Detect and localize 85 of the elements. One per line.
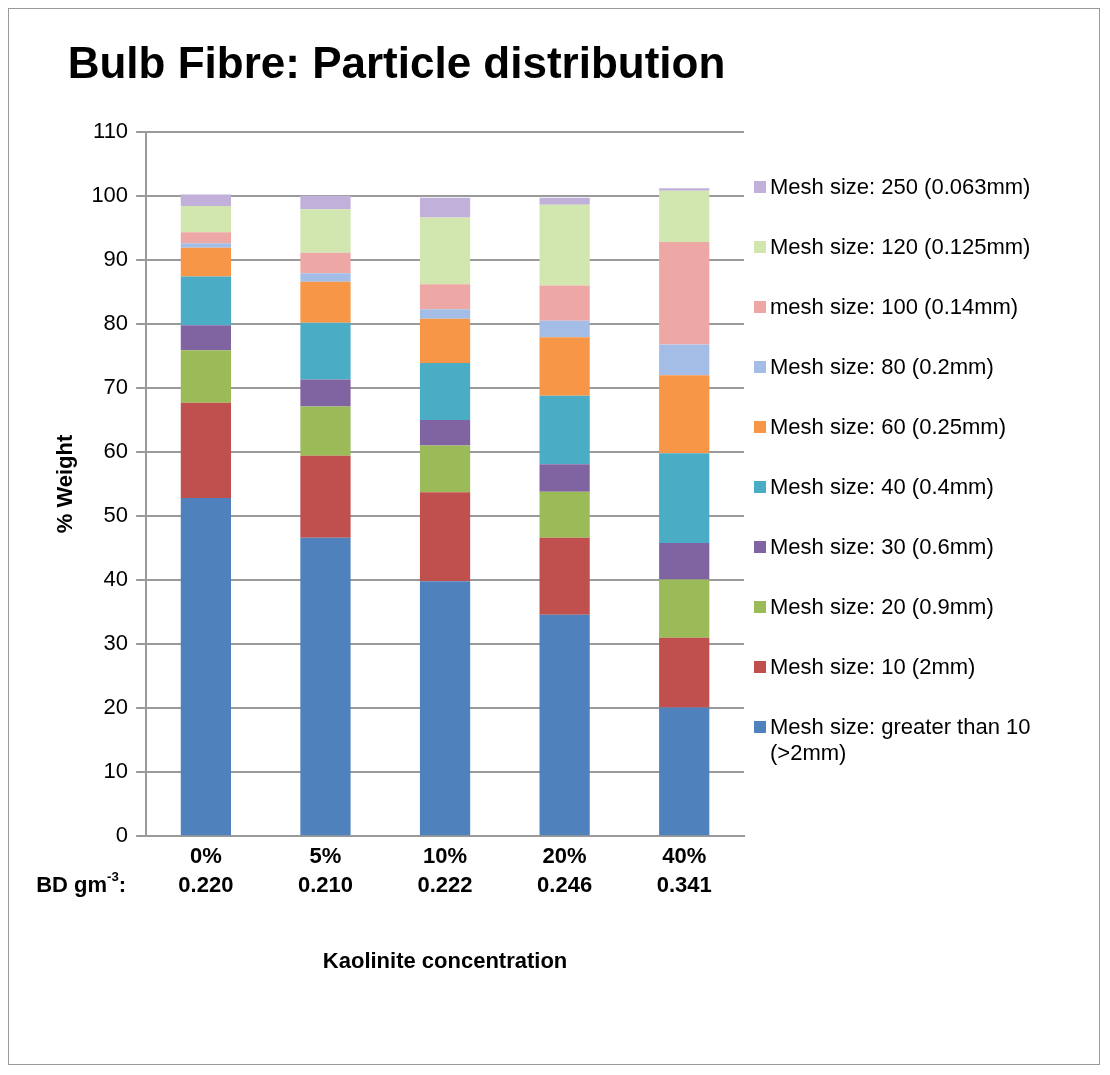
bar <box>180 276 232 326</box>
x-tick-label: 40% <box>662 843 707 869</box>
bar <box>659 579 710 638</box>
text: 0.220 <box>178 872 234 898</box>
y-tick-label: 40 <box>103 566 129 592</box>
bar <box>300 209 351 253</box>
bar <box>300 322 351 380</box>
bar <box>419 419 471 446</box>
bar <box>300 273 351 282</box>
bar <box>539 320 590 338</box>
y-tick-label: 60 <box>103 438 129 464</box>
text: 0.341 <box>656 872 712 898</box>
legend-label: Mesh size: 30 (0.6mm) <box>770 534 995 560</box>
legend-label: Mesh size: 20 (0.9mm) <box>770 594 995 620</box>
y-tick-label: 0 <box>115 822 129 848</box>
bar <box>539 285 590 321</box>
bar <box>300 406 351 456</box>
bar <box>539 614 590 836</box>
bar <box>419 581 471 836</box>
bar <box>180 350 232 403</box>
text: 0.246 <box>537 872 593 898</box>
y-tick-label: 110 <box>93 117 129 143</box>
bar <box>539 537 590 615</box>
x-tick-label: 20% <box>542 843 587 869</box>
y-tick-label: 50 <box>103 502 129 528</box>
x-tick-label: 10% <box>423 843 468 869</box>
y-tick-label: 20 <box>103 694 129 720</box>
bar <box>419 362 471 420</box>
legend-label: Mesh size: 120 (0.125mm) <box>770 234 1032 260</box>
bar <box>659 542 710 580</box>
bar <box>539 204 590 286</box>
bar <box>180 194 232 207</box>
bar <box>419 318 471 363</box>
y-axis-title: % Weight <box>52 434 78 534</box>
bar <box>419 492 471 582</box>
bar <box>180 325 232 351</box>
bar <box>539 395 590 465</box>
bar <box>419 445 471 493</box>
legend-label: Mesh size: greater than 10 (>2mm) <box>770 714 1032 766</box>
legend-label: mesh size: 100 (0.14mm) <box>770 294 1020 320</box>
bar <box>659 375 710 454</box>
bar <box>300 281 351 323</box>
bar <box>419 309 471 319</box>
chart-title: Bulb Fibre: Particle distribution <box>67 37 726 87</box>
bar <box>659 707 710 836</box>
bar <box>180 243 232 248</box>
bar <box>539 197 590 205</box>
bar <box>659 637 710 708</box>
bar <box>300 537 351 836</box>
bar <box>300 379 351 407</box>
bar <box>180 206 232 233</box>
bar <box>180 498 232 836</box>
bar <box>180 402 232 499</box>
legend-label: Mesh size: 80 (0.2mm) <box>770 354 995 380</box>
bar <box>419 197 471 218</box>
bar <box>539 464 590 492</box>
bar <box>180 247 232 277</box>
bar <box>539 491 590 538</box>
bar <box>300 455 351 538</box>
y-tick-label: 70 <box>103 374 129 400</box>
legend-label: Mesh size: 40 (0.4mm) <box>770 474 995 500</box>
x-tick-label: 0% <box>190 843 222 869</box>
bar <box>300 195 351 210</box>
legend-label: Mesh size: 250 (0.063mm) <box>770 174 1032 200</box>
x-tick-label: 5% <box>309 843 342 869</box>
y-tick-label: 100 <box>91 181 129 207</box>
bar <box>419 284 471 310</box>
bar <box>539 337 590 396</box>
bar <box>419 217 471 285</box>
legend-label: Mesh size: 60 (0.25mm) <box>770 414 1007 440</box>
y-tick-label: 10 <box>103 758 129 784</box>
bar <box>659 190 710 242</box>
bar <box>180 232 232 244</box>
bar <box>659 453 710 543</box>
bar <box>659 344 710 376</box>
text: 0.222 <box>417 872 473 898</box>
y-tick-label: 80 <box>103 309 129 335</box>
y-tick-label: 30 <box>103 630 129 656</box>
bar <box>300 252 351 274</box>
x-axis-title: Kaolinite concentration <box>322 947 568 973</box>
y-tick-label: 90 <box>103 245 129 271</box>
text: 0.210 <box>297 872 354 898</box>
bar <box>659 241 710 345</box>
bar <box>659 188 710 191</box>
legend-label: Mesh size: 10 (2mm) <box>770 654 977 680</box>
